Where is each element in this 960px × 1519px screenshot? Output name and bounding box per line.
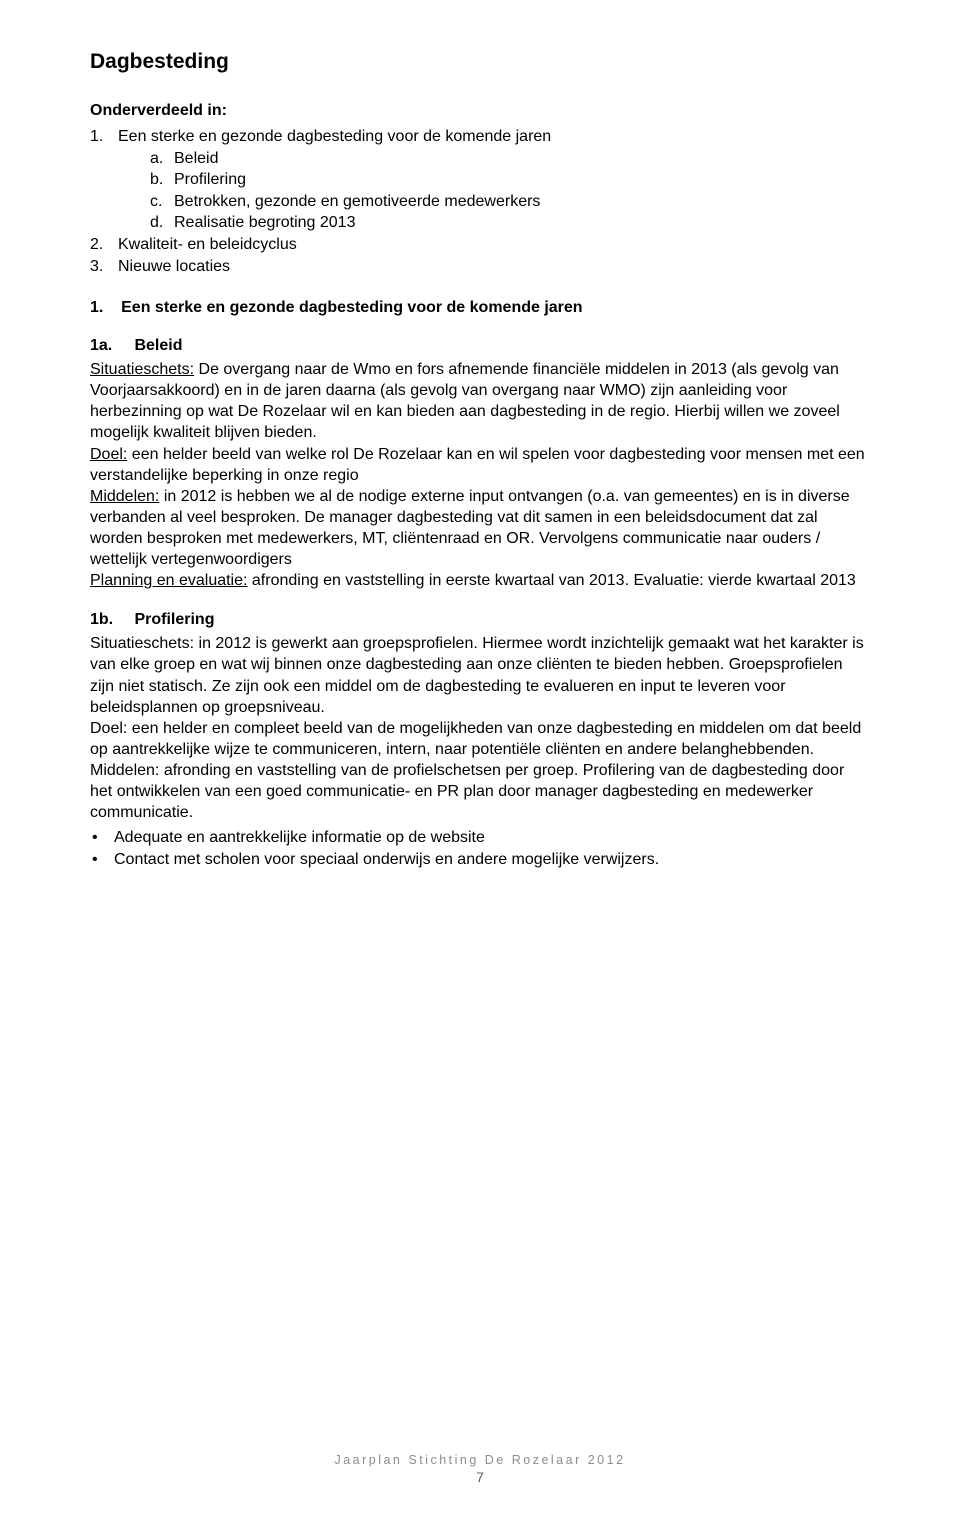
list-item: 3. Nieuwe locaties	[90, 256, 870, 278]
page-footer: Jaarplan Stichting De Rozelaar 2012 7	[0, 1453, 960, 1485]
run-middelen: Middelen:	[90, 488, 159, 505]
list-subitem: b. Profilering	[90, 169, 870, 191]
footer-text: Jaarplan Stichting De Rozelaar 2012	[334, 1453, 625, 1467]
body-text: in 2012 is hebben we al de nodige extern…	[90, 488, 850, 568]
list-text: Profilering	[174, 169, 246, 191]
body-text: afronding en vaststelling van de profiel…	[90, 762, 844, 821]
heading-number: 1a.	[90, 337, 130, 355]
heading-text: Beleid	[134, 337, 182, 354]
run-doel: Doel:	[90, 446, 127, 463]
body-text: afronding en vaststelling in eerste kwar…	[247, 572, 855, 589]
page-title: Dagbesteding	[90, 50, 870, 74]
heading-number: 1.	[90, 299, 103, 316]
list-subitem: c. Betrokken, gezonde en gemotiveerde me…	[90, 191, 870, 213]
list-item: 1. Een sterke en gezonde dagbesteding vo…	[90, 126, 870, 148]
list-text: Beleid	[174, 148, 218, 170]
page-number: 7	[0, 1469, 960, 1485]
list-number: 1.	[90, 126, 118, 148]
body-text: een helder beeld van welke rol De Rozela…	[90, 446, 865, 484]
heading-text: Een sterke en gezonde dagbesteding voor …	[121, 299, 582, 316]
list-number: 3.	[90, 256, 118, 278]
outline-list: 1. Een sterke en gezonde dagbesteding vo…	[90, 126, 870, 277]
section-1a-body: Situatieschets: De overgang naar de Wmo …	[90, 359, 870, 591]
run-planning: Planning en evaluatie:	[90, 572, 247, 589]
list-letter: b.	[150, 169, 174, 191]
bullet-item: Contact met scholen voor speciaal onderw…	[90, 849, 870, 871]
list-number: 2.	[90, 234, 118, 256]
list-letter: a.	[150, 148, 174, 170]
run-middelen: Middelen:	[90, 762, 159, 779]
list-letter: d.	[150, 212, 174, 234]
list-letter: c.	[150, 191, 174, 213]
list-subitem: a. Beleid	[90, 148, 870, 170]
list-subitem: d. Realisatie begroting 2013	[90, 212, 870, 234]
list-text: Nieuwe locaties	[118, 256, 230, 278]
body-text: in 2012 is gewerkt aan groepsprofielen. …	[90, 635, 864, 715]
list-text: Kwaliteit- en beleidcyclus	[118, 234, 297, 256]
bullet-item: Adequate en aantrekkelijke informatie op…	[90, 827, 870, 849]
section-1b-heading: 1b. Profilering	[90, 611, 870, 629]
list-text: Een sterke en gezonde dagbesteding voor …	[118, 126, 551, 148]
heading-text: Profilering	[134, 611, 214, 628]
list-item: 2. Kwaliteit- en beleidcyclus	[90, 234, 870, 256]
run-situatieschets: Situatieschets:	[90, 635, 194, 652]
run-doel: Doel:	[90, 720, 127, 737]
section-1a-heading: 1a. Beleid	[90, 337, 870, 355]
subhead-onderverdeeld: Onderverdeeld in:	[90, 102, 870, 120]
list-text: Realisatie begroting 2013	[174, 212, 355, 234]
body-text: een helder en compleet beeld van de moge…	[90, 720, 861, 758]
section-1b-body: Situatieschets: in 2012 is gewerkt aan g…	[90, 633, 870, 823]
list-text: Betrokken, gezonde en gemotiveerde medew…	[174, 191, 540, 213]
run-situatieschets: Situatieschets:	[90, 361, 194, 378]
section-1b-bullets: Adequate en aantrekkelijke informatie op…	[90, 827, 870, 870]
body-text: De overgang naar de Wmo en fors afnemend…	[90, 361, 840, 441]
heading-number: 1b.	[90, 611, 130, 629]
section-1-heading: 1. Een sterke en gezonde dagbesteding vo…	[90, 299, 870, 317]
